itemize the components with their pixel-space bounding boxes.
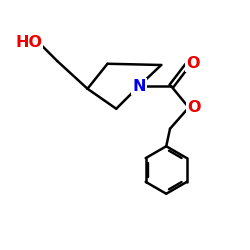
Text: O: O: [188, 100, 201, 115]
Text: HO: HO: [15, 35, 42, 50]
Text: N: N: [132, 79, 145, 94]
Text: O: O: [186, 56, 200, 70]
